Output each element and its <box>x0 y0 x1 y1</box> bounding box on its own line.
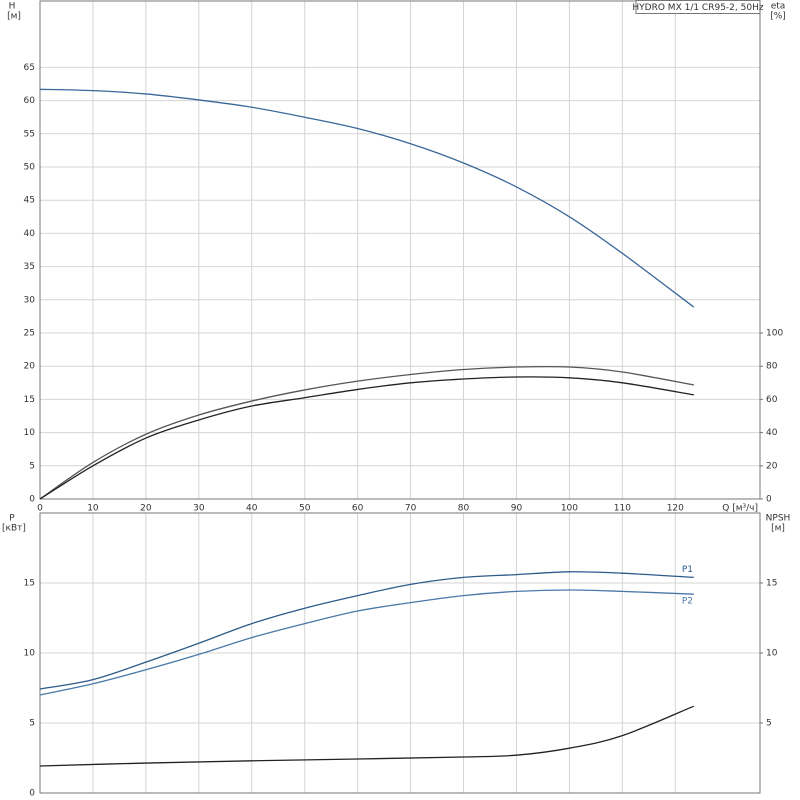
plot-frame <box>39 512 761 794</box>
y2-tick-label: 60 <box>766 395 778 405</box>
x-tick-label: 100 <box>561 504 578 514</box>
curve <box>39 571 694 690</box>
x-tick-label: 50 <box>299 504 311 514</box>
y-axis-unit: [кВт] <box>2 524 26 534</box>
y-tick-label: 60 <box>24 96 36 106</box>
y-tick-label: 15 <box>24 395 35 405</box>
y2-tick-label: 10 <box>766 649 778 659</box>
y-tick-label: 10 <box>24 428 36 438</box>
x-tick-label: 110 <box>614 504 631 514</box>
chart-title: HYDRO MX 1/1 CR95-2, 50Hz <box>632 3 763 13</box>
curve <box>39 88 695 308</box>
y-tick-label: 35 <box>24 262 35 272</box>
y-tick-label: 15 <box>24 579 35 589</box>
x-axis-label: Q [м³/ч] <box>722 504 758 514</box>
y-axis-label: P <box>9 514 15 524</box>
y2-axis-label: NPSH <box>766 514 791 524</box>
x-tick-label: 120 <box>667 504 684 514</box>
y2-axis-unit: [м] <box>771 524 785 534</box>
title-box <box>635 0 761 14</box>
x-tick-label: 0 <box>37 504 43 514</box>
plot-frame <box>39 0 761 500</box>
x-tick-label: 90 <box>511 504 523 514</box>
y2-tick-label: 5 <box>766 719 772 729</box>
y-axis-label: H <box>9 2 16 12</box>
curve <box>39 705 695 767</box>
y-tick-label: 25 <box>24 329 35 339</box>
x-tick-label: 10 <box>87 504 99 514</box>
y-tick-label: 20 <box>24 362 36 372</box>
y-tick-label: 55 <box>24 129 35 139</box>
y-tick-label: 0 <box>29 495 35 505</box>
y-tick-label: 5 <box>29 719 35 729</box>
y-tick-label: 5 <box>29 461 35 471</box>
y2-tick-label: 40 <box>766 428 778 438</box>
x-tick-label: 30 <box>193 504 205 514</box>
y2-tick-label: 15 <box>766 579 777 589</box>
y-tick-label: 0 <box>29 789 35 799</box>
y2-tick-label: 0 <box>766 495 772 505</box>
y-axis-unit: [м] <box>7 12 21 22</box>
x-tick-label: 70 <box>405 504 417 514</box>
y-tick-label: 30 <box>24 295 36 305</box>
curve <box>39 376 694 500</box>
y2-tick-label: 100 <box>766 329 783 339</box>
x-tick-label: 80 <box>458 504 470 514</box>
y-tick-label: 10 <box>24 649 36 659</box>
legend-label: P1 <box>682 565 693 575</box>
x-tick-label: 20 <box>140 504 152 514</box>
legend-label: P2 <box>682 597 693 607</box>
curve <box>39 365 694 500</box>
x-tick-label: 40 <box>246 504 258 514</box>
y-tick-label: 40 <box>24 229 36 239</box>
y2-axis-label: eta <box>771 2 786 12</box>
y-tick-label: 50 <box>24 163 36 173</box>
y2-tick-label: 20 <box>766 461 778 471</box>
x-tick-label: 60 <box>352 504 364 514</box>
y2-tick-label: 80 <box>766 362 778 372</box>
y-tick-label: 65 <box>24 63 35 73</box>
y-tick-label: 45 <box>24 196 35 206</box>
curve <box>39 589 694 696</box>
y2-axis-unit: [%] <box>770 12 786 22</box>
